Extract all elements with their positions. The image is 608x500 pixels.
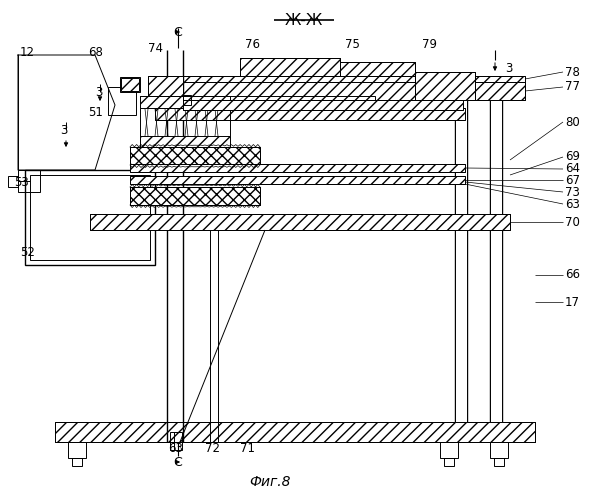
Text: 63: 63 — [565, 198, 580, 210]
Bar — [148, 76, 183, 96]
Text: 64: 64 — [565, 162, 580, 175]
Bar — [18, 170, 40, 192]
Text: 53: 53 — [14, 176, 29, 188]
Bar — [170, 432, 182, 450]
Bar — [155, 82, 525, 100]
Text: 66: 66 — [565, 268, 580, 281]
Text: 70: 70 — [565, 216, 580, 228]
Text: 68: 68 — [88, 46, 103, 60]
Bar — [130, 176, 465, 184]
Bar — [440, 442, 458, 458]
Bar — [130, 147, 260, 165]
Bar — [494, 458, 504, 466]
Bar — [108, 87, 136, 115]
Bar — [121, 78, 139, 91]
Text: Ж-Ж: Ж-Ж — [285, 13, 323, 28]
Text: С: С — [174, 456, 182, 468]
Bar — [155, 108, 465, 120]
Text: 73: 73 — [565, 186, 580, 198]
Text: 63: 63 — [168, 442, 183, 454]
Bar — [155, 76, 525, 82]
Bar — [30, 175, 150, 260]
Text: 52: 52 — [20, 246, 35, 258]
Text: 3: 3 — [95, 86, 102, 98]
Text: Фиг.8: Фиг.8 — [249, 475, 291, 489]
Bar — [130, 164, 465, 172]
Bar — [160, 96, 172, 108]
Bar — [140, 96, 230, 148]
Bar — [183, 100, 463, 110]
Bar — [90, 214, 510, 230]
Bar — [415, 72, 475, 100]
Bar — [490, 442, 508, 458]
Text: 74: 74 — [148, 42, 163, 54]
Text: 79: 79 — [422, 38, 437, 52]
Bar — [68, 442, 86, 458]
Bar — [175, 96, 375, 108]
Text: 78: 78 — [565, 66, 580, 78]
Text: 75: 75 — [345, 38, 360, 52]
Bar — [8, 176, 18, 187]
Text: 12: 12 — [20, 46, 35, 60]
Text: С: С — [174, 26, 182, 38]
Bar — [340, 62, 415, 76]
Bar — [130, 187, 260, 205]
Text: 72: 72 — [205, 442, 220, 454]
Bar — [490, 100, 502, 422]
Bar — [444, 458, 454, 466]
Bar — [140, 136, 230, 148]
Bar — [240, 58, 340, 76]
Text: 67: 67 — [565, 174, 580, 186]
Text: 77: 77 — [565, 80, 580, 94]
Bar — [25, 170, 155, 265]
Text: 71: 71 — [240, 442, 255, 454]
Text: 80: 80 — [565, 116, 580, 128]
Bar — [140, 96, 230, 108]
Bar — [183, 95, 191, 105]
Text: 69: 69 — [565, 150, 580, 164]
Text: 3: 3 — [505, 62, 513, 74]
Text: 17: 17 — [565, 296, 580, 308]
Text: 76: 76 — [245, 38, 260, 52]
Text: 3: 3 — [60, 124, 67, 136]
Bar — [72, 458, 82, 466]
Bar — [120, 77, 140, 92]
Bar — [455, 100, 467, 422]
Bar — [55, 422, 535, 442]
Text: 51: 51 — [88, 106, 103, 118]
